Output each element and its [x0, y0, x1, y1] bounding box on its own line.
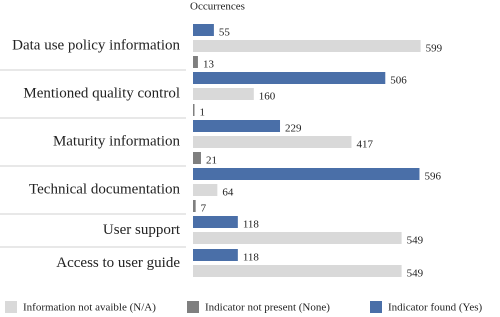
value-label: 13 [203, 59, 215, 71]
value-label: 596 [424, 171, 441, 183]
bar [193, 120, 281, 132]
value-label: 417 [356, 139, 373, 151]
bar [193, 24, 214, 36]
bar [193, 200, 196, 212]
bar [193, 168, 420, 180]
bar [193, 265, 402, 277]
bar [193, 249, 238, 261]
bar [193, 72, 386, 84]
value-label: 7 [201, 203, 207, 215]
bar [193, 216, 238, 228]
category-label: Access to user guide [56, 255, 180, 271]
value-label: 55 [219, 27, 231, 39]
value-label: 118 [243, 252, 260, 264]
bar [193, 152, 201, 164]
category-label: Mentioned quality control [23, 85, 180, 101]
bar [193, 40, 421, 52]
legend-swatch [187, 301, 199, 313]
value-label: 549 [407, 235, 424, 247]
category-label: User support [103, 222, 181, 238]
value-label: 599 [426, 43, 443, 55]
chart-title: Occurrences [190, 1, 245, 13]
value-label: 549 [407, 268, 424, 280]
bar [193, 136, 352, 148]
value-label: 1 [200, 107, 206, 119]
value-label: 21 [206, 155, 217, 167]
legend-swatch [5, 301, 17, 313]
bar [193, 56, 198, 68]
bar [193, 184, 218, 196]
value-label: 64 [222, 187, 234, 199]
legend-label: Indicator not present (None) [205, 302, 330, 314]
legend-swatch [370, 301, 382, 313]
bar [193, 88, 254, 100]
value-label: 160 [259, 91, 276, 103]
value-label: 229 [285, 123, 302, 135]
legend-label: Indicator found (Yes) [388, 302, 483, 314]
category-label: Data use policy information [12, 37, 180, 53]
category-label: Technical documentation [29, 181, 180, 197]
value-label: 506 [390, 75, 407, 87]
bar [193, 104, 195, 116]
value-label: 118 [243, 219, 260, 231]
bar [193, 232, 402, 244]
legend-label: Information not avaible (N/A) [23, 302, 156, 314]
category-label: Maturity information [53, 133, 181, 149]
